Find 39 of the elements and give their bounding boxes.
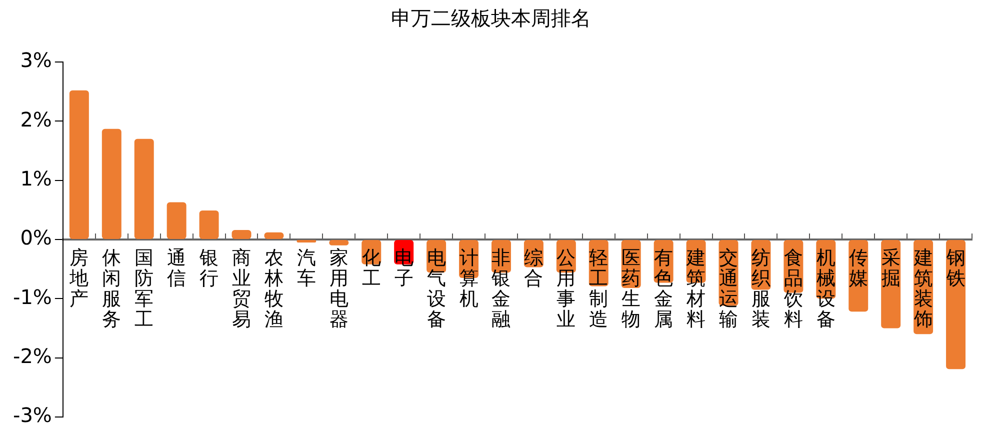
y-tick-label: 1% [20, 166, 52, 191]
x-tick-label: 电子 [394, 246, 414, 290]
bar [134, 138, 154, 239]
x-tick-label: 休闲服务 [102, 246, 122, 330]
x-tick-label: 食品饮料 [782, 246, 803, 330]
chart-title: 申万二级板块本周排名 [391, 6, 591, 30]
y-tick-label: 3% [20, 48, 52, 72]
x-tick-label: 采掘 [881, 246, 900, 290]
bar [264, 232, 284, 239]
x-tick-label: 轻工制造 [589, 246, 608, 330]
x-tick-label: 纺织服装 [751, 246, 770, 330]
x-tick-label: 通信 [167, 246, 186, 290]
bar [232, 230, 252, 239]
x-tick-label: 交通运输 [719, 246, 738, 330]
bar [102, 128, 122, 239]
x-tick-label: 农林牧渔 [263, 246, 284, 330]
x-tick-label: 非银金融 [490, 246, 511, 330]
x-tick-label: 房地产 [68, 246, 89, 310]
x-tick-label: 化工 [362, 246, 381, 290]
bar [69, 90, 89, 239]
bar [199, 210, 219, 239]
x-tick-label: 国防军工 [134, 246, 154, 330]
x-tick-label: 医药生物 [622, 246, 641, 330]
y-tick-label: 0% [20, 226, 52, 250]
x-tick-label: 公用事业 [556, 246, 576, 330]
x-tick-label: 电气设备 [426, 246, 446, 330]
bar [166, 202, 186, 239]
y-tick-label: 2% [20, 107, 52, 132]
x-tick-label: 综合 [524, 246, 544, 290]
x-tick-label: 钢铁 [945, 246, 966, 290]
x-tick-label: 银行 [198, 246, 219, 290]
y-tick-label: -2% [12, 344, 52, 368]
x-tick-label: 汽车 [296, 246, 316, 290]
x-tick-label: 建筑装饰 [912, 246, 933, 330]
y-tick-label: -3% [12, 403, 52, 428]
x-tick-label: 家用电器 [329, 246, 348, 330]
x-tick-label: 传媒 [848, 246, 868, 290]
x-tick-label: 商业贸易 [232, 246, 252, 330]
y-tick-label: -1% [12, 284, 52, 309]
